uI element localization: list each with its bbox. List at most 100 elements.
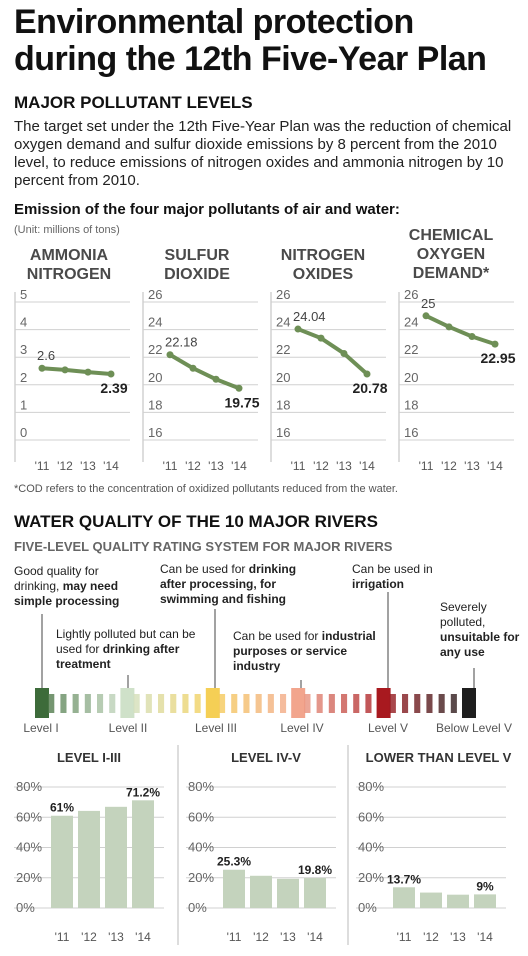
data-label-first: 2.6 — [37, 348, 55, 363]
x-tick-label: '14 — [135, 930, 151, 944]
bar — [223, 869, 245, 908]
x-tick-label: '12 — [57, 459, 73, 473]
y-tick-label: 40% — [16, 840, 42, 855]
x-tick-label: '12 — [185, 459, 201, 473]
y-tick-label: 0 — [20, 425, 27, 440]
scale-tick — [255, 694, 262, 713]
data-point — [107, 370, 115, 378]
x-tick-label: '14 — [231, 459, 247, 473]
scale-tick — [341, 694, 348, 713]
y-tick-label: 18 — [404, 397, 418, 412]
data-point — [468, 333, 476, 340]
unit-note: (Unit: millions of tons) — [14, 224, 120, 236]
x-tick-label: '14 — [477, 930, 493, 944]
x-tick-label: '13 — [80, 459, 96, 473]
footnote: *COD refers to the concentration of oxid… — [14, 483, 398, 495]
data-label-last: 2.39 — [100, 380, 127, 396]
data-point — [166, 351, 174, 359]
river-quality-bar-charts: 0% 20% 40% 60% 80% '11 '12 '13 '14 61% 71.2% 0% 20% 4… — [14, 745, 506, 945]
y-tick-label: 24 — [276, 315, 290, 330]
scale-tick — [109, 694, 116, 713]
bar-chart-title-lower-than-v: LOWER THAN LEVEL V — [365, 750, 512, 765]
x-tick-label: '12 — [423, 930, 439, 944]
x-tick-label: '11 — [35, 459, 50, 473]
y-tick-label: 2 — [20, 370, 27, 385]
y-tick-label: 40% — [188, 840, 214, 855]
y-tick-label: 26 — [276, 290, 290, 302]
scale-tick — [219, 694, 226, 713]
x-tick-label: '11 — [55, 930, 70, 944]
section-heading-water: WATER QUALITY OF THE 10 MAJOR RIVERS — [14, 512, 378, 531]
scale-tick — [182, 694, 189, 713]
level-label-iv: Level IV — [280, 721, 324, 735]
chart-title-cod: CHEMICAL OXYGEN DEMAND* — [408, 227, 494, 282]
scale-tick — [450, 694, 457, 713]
x-tick-label: '13 — [336, 459, 352, 473]
bar-chart-title-level-i-iii: LEVEL I-III — [56, 750, 122, 765]
level-marker — [35, 688, 49, 718]
scale-tick — [158, 694, 165, 713]
chart-title-sulfur: SULFUR DIOXIDE — [164, 247, 230, 283]
section-heading-pollutants: MAJOR POLLUTANT LEVELS — [14, 93, 253, 112]
data-label-last: 71.2% — [126, 785, 160, 799]
x-tick-label: '12 — [313, 459, 329, 473]
scale-tick — [414, 694, 421, 713]
y-tick-label: 60% — [188, 809, 214, 824]
y-tick-label: 26 — [404, 290, 418, 302]
intro-paragraph: The target set under the 12th Five-Year … — [14, 118, 512, 189]
data-point — [317, 334, 325, 342]
y-tick-label: 22 — [148, 342, 162, 357]
data-point — [61, 366, 69, 374]
bar-chart-title-level-iv-v: LEVEL IV-V — [231, 750, 301, 765]
data-point — [363, 370, 371, 378]
scale-tick — [328, 694, 335, 713]
y-tick-label: 18 — [148, 397, 162, 412]
level-marker — [205, 688, 220, 718]
y-tick-label: 16 — [276, 425, 290, 440]
y-tick-label: 80% — [188, 779, 214, 794]
data-label-last: 19.8% — [298, 863, 332, 877]
data-point — [84, 368, 92, 376]
x-tick-label: '11 — [397, 930, 412, 944]
x-tick-label: '14 — [103, 459, 119, 473]
data-point — [445, 323, 453, 331]
level-marker — [120, 688, 135, 718]
data-point — [422, 312, 430, 320]
x-tick-label: '14 — [359, 459, 375, 473]
level-marker — [291, 688, 306, 718]
series-line — [297, 327, 369, 376]
scale-tick — [438, 694, 445, 713]
level-marker — [462, 688, 476, 718]
data-label-first: 24.04 — [293, 309, 326, 324]
y-tick-label: 80% — [16, 779, 42, 794]
scale-tick — [316, 694, 323, 713]
scale-tick — [231, 694, 238, 713]
x-tick-label: '12 — [253, 930, 269, 944]
bar — [250, 875, 272, 908]
scale-tick — [304, 694, 311, 713]
level-label-below-v: Below Level V — [435, 721, 513, 735]
bar — [132, 800, 154, 908]
x-tick-label: '14 — [487, 459, 503, 473]
chart-title-ammonia: AMMONIA NITROGEN — [26, 247, 112, 283]
y-tick-label: 26 — [148, 290, 162, 302]
data-point — [235, 384, 243, 392]
bar — [51, 815, 73, 908]
level-label-ii: Level II — [108, 721, 148, 735]
data-label-last: 19.75 — [224, 394, 259, 410]
x-tick-label: '11 — [163, 459, 178, 473]
data-label-last: 22.95 — [480, 350, 515, 366]
bar — [78, 810, 100, 908]
x-tick-label: '13 — [450, 930, 466, 944]
y-tick-label: 5 — [20, 290, 27, 302]
description-level-iv: Can be used for industrial purposes or s… — [233, 629, 376, 673]
x-tick-label: '11 — [291, 459, 306, 473]
y-tick-label: 24 — [148, 315, 162, 330]
y-tick-label: 18 — [276, 397, 290, 412]
level-label-iii: Level III — [194, 721, 238, 735]
scale-tick — [72, 694, 79, 713]
x-tick-label: '13 — [464, 459, 480, 473]
bar — [105, 806, 127, 908]
description-below-level-v: Severely polluted, unsuitable for any us… — [440, 600, 520, 659]
scale-tick — [402, 694, 409, 713]
